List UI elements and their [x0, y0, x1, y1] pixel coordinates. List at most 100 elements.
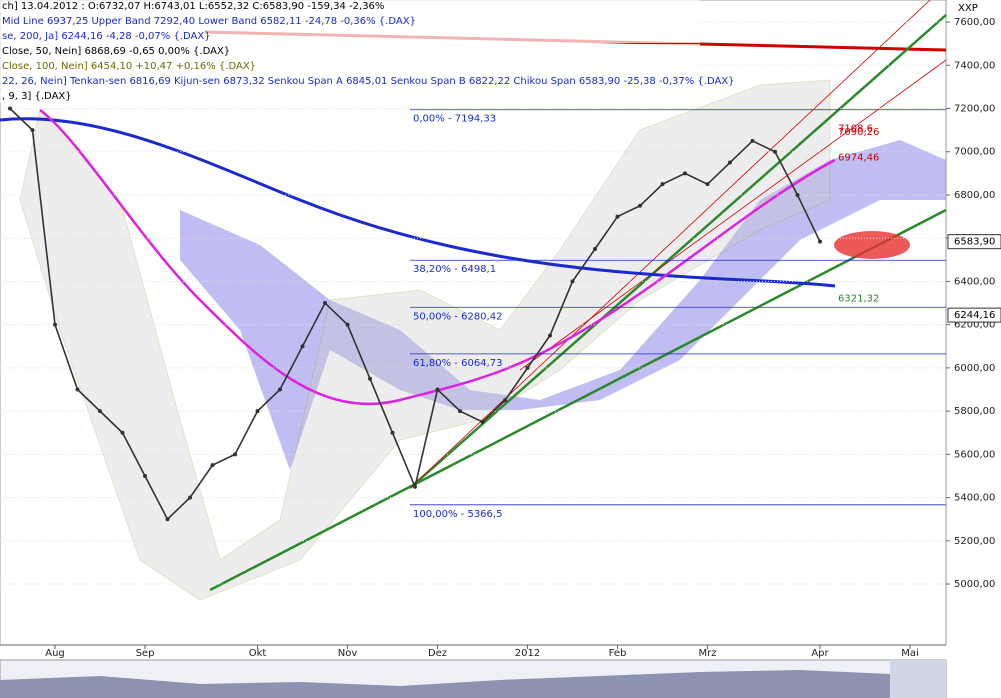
price-point	[525, 365, 530, 370]
price-point	[233, 452, 237, 457]
x-tick-label: Aug	[45, 648, 65, 659]
price-point	[345, 322, 350, 327]
highlight-ellipse	[834, 231, 910, 259]
header-line: , 9, 3] {.DAX}	[2, 91, 72, 102]
price-point	[660, 182, 665, 187]
price-point	[75, 387, 80, 392]
header-bg	[0, 29, 700, 43]
price-point	[480, 419, 485, 424]
ichimoku-cloud	[180, 140, 946, 470]
header-line: Mid Line 6937,25 Upper Band 7292,40 Lowe…	[2, 16, 416, 27]
header-bg	[0, 89, 700, 103]
y-tick-label: 5400,00	[954, 493, 995, 504]
price-point	[143, 473, 147, 478]
price-point	[750, 138, 755, 143]
sma-200	[0, 117, 836, 288]
navigator-area	[0, 670, 890, 698]
price-point	[773, 149, 777, 154]
y-tick-label: 6000,00	[954, 363, 995, 374]
y-tick-label: 5200,00	[954, 536, 995, 547]
x-tick-label: Sep	[136, 648, 155, 659]
price-label: 7090,26	[838, 127, 879, 138]
x-tick-label: Mai	[901, 648, 919, 659]
fib-label: 38,20% - 6498,1	[413, 264, 496, 275]
price-point	[795, 192, 800, 197]
price-point	[53, 322, 57, 327]
price-point	[323, 301, 327, 306]
y-tick-label: 6400,00	[954, 276, 995, 287]
price-point	[278, 387, 282, 392]
price-point	[615, 214, 620, 219]
x-tick-label: Okt	[249, 648, 267, 659]
corner-label: XXP	[958, 3, 978, 14]
x-tick-label: Mrz	[699, 648, 717, 659]
price-point	[188, 495, 192, 500]
y-tick-label: 5800,00	[954, 406, 995, 417]
y-tick-label: 7000,00	[954, 147, 995, 158]
price-point	[390, 430, 395, 435]
y-tick-label: 5600,00	[954, 449, 995, 460]
fib-label: 100,00% - 5366,5	[413, 509, 502, 520]
y-tick-label: 7600,00	[954, 17, 995, 28]
header-bg	[0, 44, 700, 58]
x-tick-label: Nov	[338, 648, 358, 659]
header-line: se, 200, Ja] 6244,16 -4,28 -0,07% {.DAX}	[2, 31, 211, 42]
axis-marker-box	[947, 234, 1001, 250]
price-point	[728, 160, 732, 165]
y-tick-label: 5000,00	[954, 579, 995, 590]
sma-50	[39, 109, 836, 406]
header-line: ch] 13.04.2012 : O:6732,07 H:6743,01 L:6…	[2, 1, 384, 12]
price-point	[165, 517, 170, 522]
header-bg	[0, 0, 700, 13]
price-point	[503, 398, 507, 403]
channel-line	[519, 59, 947, 371]
x-tick-label: Feb	[609, 648, 627, 659]
price-point	[435, 387, 440, 392]
x-tick-label: 2012	[515, 648, 540, 659]
price-point	[413, 484, 417, 489]
channel-line	[409, 0, 931, 489]
price-point	[570, 279, 575, 284]
header-line: Close, 100, Nein] 6454,10 +10,47 +0,16% …	[2, 61, 256, 72]
price-point	[120, 430, 125, 435]
price-point	[548, 333, 552, 338]
price-point	[458, 409, 462, 414]
bollinger-band	[19, 79, 831, 601]
header-bg	[0, 59, 700, 73]
x-tick-label: Apr	[811, 648, 829, 659]
price-point	[683, 171, 687, 176]
axis-marker-box	[947, 307, 1001, 323]
x-tick-label: Dez	[428, 648, 447, 659]
axis-marker-label: 6583,90	[954, 237, 995, 248]
trend-line	[209, 208, 947, 592]
price-point	[98, 409, 102, 414]
price-point	[210, 463, 215, 468]
price-label: 7108,6	[838, 123, 873, 134]
price-point	[638, 203, 642, 208]
header-bg	[0, 14, 700, 28]
price-point	[255, 409, 260, 414]
y-tick-label: 6200,00	[954, 320, 995, 331]
price-point	[8, 106, 12, 111]
price-point	[300, 344, 305, 349]
price-label: 6321,32	[838, 293, 879, 304]
plot-area	[0, 0, 947, 646]
y-tick-label: 6800,00	[954, 190, 995, 201]
navigator-window[interactable]	[890, 660, 946, 698]
fib-label: 50,00% - 6280,42	[413, 311, 502, 322]
price-point	[368, 376, 372, 381]
price-label: 6974,46	[838, 152, 879, 163]
header-bg	[0, 74, 700, 88]
header-line: Close, 50, Nein] 6868,69 -0,65 0,00% {.D…	[2, 46, 230, 57]
fib-label: 0,00% - 7194,33	[413, 114, 496, 125]
header-line: 22, 26, Nein] Tenkan-sen 6816,69 Kijun-s…	[2, 76, 735, 87]
price-point	[818, 239, 822, 244]
price-point	[593, 247, 597, 252]
axis-marker-label: 6244,16	[954, 310, 995, 321]
trend-line	[409, 14, 947, 489]
y-tick-label: 7400,00	[954, 60, 995, 71]
price-point	[705, 182, 710, 187]
fib-label: 61,80% - 6064,73	[413, 358, 502, 369]
price-point	[30, 128, 35, 133]
